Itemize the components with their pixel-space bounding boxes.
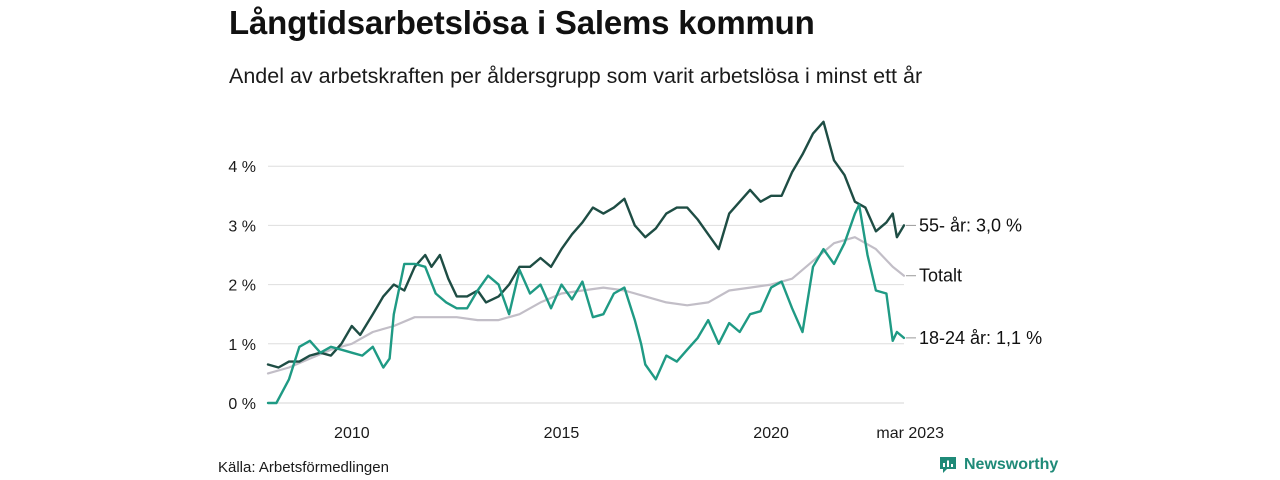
x-axis-tick-labels: 2010 2015 2020 mar 2023	[334, 425, 944, 442]
series-line	[266, 120, 906, 369]
source-note: Källa: Arbetsförmedlingen	[218, 459, 389, 476]
x-tick-label: 2010	[334, 425, 370, 442]
x-tick-label: 2015	[544, 425, 580, 442]
chart-subtitle: Andel av arbetskraften per åldersgrupp s…	[229, 64, 923, 88]
x-tick-label: 2020	[753, 425, 789, 442]
series-end-labels: 55- år: 3,0 % Totalt 18-24 år: 1,1 %	[906, 215, 1042, 348]
series-line	[266, 203, 906, 405]
series-end-label: 18-24 år: 1,1 %	[919, 328, 1042, 348]
y-tick-label: 1 %	[228, 337, 256, 354]
x-tick-label: mar 2023	[876, 425, 944, 442]
newsworthy-logo-icon	[940, 457, 956, 473]
series-end-label: Totalt	[919, 266, 962, 286]
series-end-label: 55- år: 3,0 %	[919, 215, 1022, 235]
brand-name: Newsworthy	[964, 456, 1059, 473]
series-line	[266, 236, 906, 375]
y-axis-tick-labels: 0 % 1 % 2 % 3 % 4 %	[228, 159, 256, 413]
chart-title: Långtidsarbetslösa i Salems kommun	[229, 4, 815, 41]
y-tick-label: 2 %	[228, 278, 256, 295]
y-tick-label: 0 %	[228, 396, 256, 413]
y-tick-label: 3 %	[228, 218, 256, 235]
gridlines	[268, 165, 904, 404]
y-tick-label: 4 %	[228, 159, 256, 176]
brand[interactable]: Newsworthy	[938, 455, 1058, 475]
series-lines	[266, 120, 906, 405]
